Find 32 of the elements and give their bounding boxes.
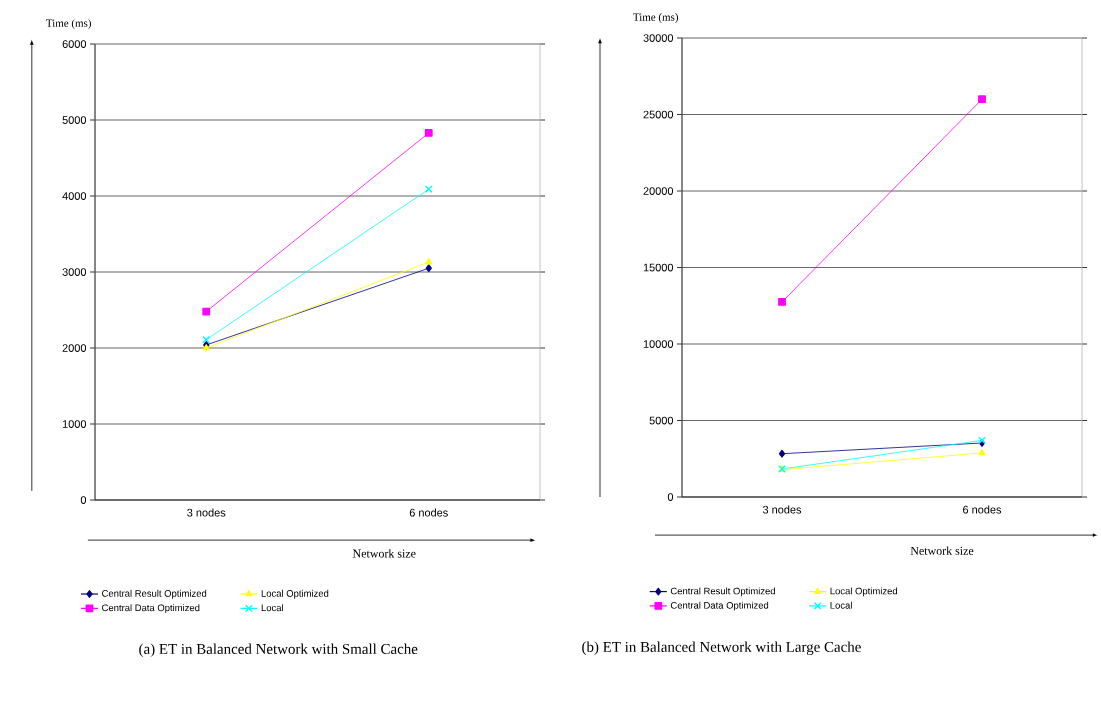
y-tick-label: 5000 [649, 416, 674, 425]
y-tick-label: 3000 [62, 268, 87, 276]
legend-label: Central Result Optimized [670, 587, 775, 597]
x-tick-label: 6 nodes [963, 505, 1002, 514]
text: (a) ET in Balanced Network with Small Cache [139, 643, 418, 658]
y-tick-label: 15000 [643, 263, 674, 272]
y-tick-label: 6000 [62, 40, 87, 48]
legend-label: Central Result Optimized [102, 589, 207, 599]
y-axis-title: Time (ms) [633, 13, 679, 24]
y-tick-label: 1000 [62, 420, 87, 428]
legend-label: Central Data Optimized [102, 604, 200, 614]
y-tick-label: 4000 [62, 192, 87, 200]
legend-label: Central Data Optimized [670, 601, 769, 611]
y-tick-label: 10000 [643, 340, 674, 348]
y-axis-title: Time (ms) [46, 19, 91, 30]
y-tick-label: 0 [80, 496, 87, 504]
y-tick-label: 5000 [62, 116, 87, 124]
legend-label: Local Optimized [830, 587, 898, 597]
text: (b) ET in Balanced Network with Large Cache [582, 641, 861, 656]
y-tick-label: 2000 [62, 344, 87, 352]
y-tick-label: 25000 [643, 110, 674, 119]
y-tick-label: 0 [667, 493, 674, 501]
x-axis-title: Network size [910, 546, 974, 555]
x-tick-label: 6 nodes [409, 508, 448, 517]
legend-label: Local Optimized [261, 589, 329, 599]
x-axis-title: Network size [352, 549, 416, 558]
x-tick-label: 3 nodes [762, 505, 802, 514]
x-tick-label: 3 nodes [187, 508, 226, 517]
y-tick-label: 20000 [643, 187, 674, 195]
legend-label: Local [830, 601, 852, 609]
legend-label: Local [261, 604, 283, 612]
y-tick-label: 30000 [643, 34, 674, 42]
